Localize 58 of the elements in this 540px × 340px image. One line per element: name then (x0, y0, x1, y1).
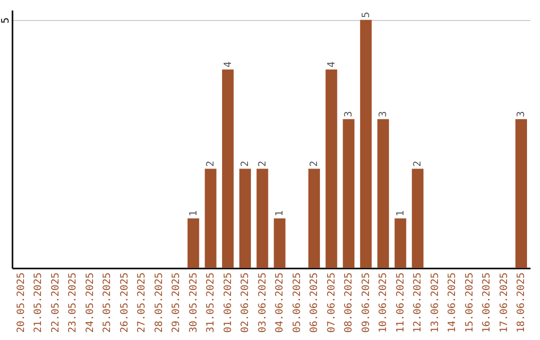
x-tick-label: 16.06.2025 (482, 272, 493, 333)
x-tick-label: 02.06.2025 (240, 272, 252, 333)
data-label: 1 (274, 210, 286, 216)
bar (204, 168, 216, 268)
x-tick-label: 10.06.2025 (378, 272, 390, 333)
x-tick-label: 17.06.2025 (498, 272, 510, 333)
bar (515, 119, 527, 268)
bar (342, 119, 354, 268)
x-tick-label: 23.05.2025 (68, 272, 79, 333)
x-tick-label: 22.05.2025 (50, 272, 62, 333)
bar (308, 168, 320, 268)
data-label: 4 (326, 62, 338, 68)
x-tick-label: 29.05.2025 (171, 272, 182, 333)
x-tick-label: 07.06.2025 (326, 272, 338, 333)
bar (239, 168, 251, 268)
x-tick-label: 28.05.2025 (154, 272, 165, 333)
x-tick-label: 31.05.2025 (206, 272, 217, 333)
data-label: 2 (412, 160, 424, 167)
bar (188, 218, 200, 268)
x-tick-label: 25.05.2025 (102, 272, 114, 333)
data-label: 3 (516, 111, 528, 118)
data-label: 1 (395, 210, 406, 216)
data-label: 1 (188, 210, 200, 216)
x-tick-label: 11.06.2025 (395, 272, 406, 333)
bar (256, 168, 268, 268)
x-tick-label: 08.06.2025 (344, 272, 355, 333)
x-tick-label: 13.06.2025 (430, 272, 441, 333)
bar (274, 218, 286, 268)
data-label: 3 (344, 111, 355, 118)
x-tick-label: 05.06.2025 (292, 272, 303, 333)
bar (222, 70, 234, 268)
bar (360, 20, 372, 268)
data-label: 4 (222, 62, 234, 68)
x-tick-label: 12.06.2025 (412, 272, 424, 333)
data-label: 2 (309, 160, 320, 167)
bar (412, 168, 424, 268)
x-tick-label: 04.06.2025 (274, 272, 286, 333)
x-tick-label: 21.05.2025 (33, 272, 44, 333)
x-tick-label: 01.06.2025 (222, 272, 234, 333)
x-tick-label: 30.05.2025 (188, 272, 200, 333)
x-tick-label: 03.06.2025 (257, 272, 268, 333)
x-tick-label: 24.05.2025 (84, 272, 96, 333)
bar (326, 70, 338, 268)
data-label: 5 (360, 12, 372, 18)
data-label: 3 (378, 111, 390, 118)
bar (377, 119, 389, 268)
x-tick-label: 09.06.2025 (360, 272, 372, 333)
x-tick-label: 26.05.2025 (119, 272, 130, 333)
bar (394, 218, 406, 268)
x-tick-label: 15.06.2025 (464, 272, 476, 333)
x-tick-label: 06.06.2025 (309, 272, 320, 333)
x-tick-label: 27.05.2025 (136, 272, 148, 333)
data-label: 2 (240, 160, 252, 167)
x-tick-label: 18.06.2025 (516, 272, 528, 333)
x-tick-label: 14.06.2025 (447, 272, 458, 333)
x-tick-label: 20.05.2025 (16, 272, 27, 333)
data-label: 2 (206, 160, 217, 167)
data-label: 2 (257, 160, 268, 167)
